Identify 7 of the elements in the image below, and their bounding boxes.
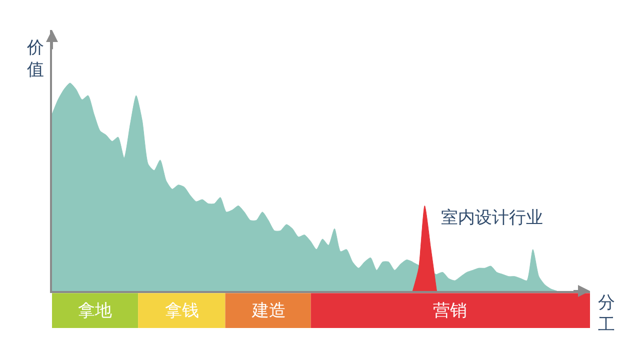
text: 拿钱 [165, 301, 199, 321]
text: 营销 [433, 301, 467, 321]
annotation: 室内设计行业 [441, 208, 543, 228]
text: 拿地 [78, 301, 112, 321]
y-axis-title: 价值 [26, 38, 44, 80]
x-axis-title: 分工 [598, 293, 615, 336]
text: 建造 [251, 301, 286, 321]
